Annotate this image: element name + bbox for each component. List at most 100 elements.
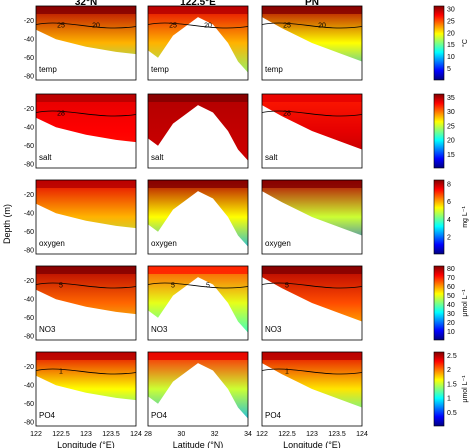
- y-tick-label: -40: [24, 382, 34, 389]
- surface-band: [148, 352, 248, 360]
- contour-label: 1: [285, 369, 289, 376]
- contour-label: 28: [57, 111, 65, 118]
- contour-line: [147, 282, 249, 289]
- x-tick-label: 124: [356, 431, 368, 438]
- surface-band: [262, 6, 362, 14]
- column-title: PN: [305, 0, 319, 8]
- y-tick-label: -60: [24, 315, 34, 322]
- variable-label: temp: [39, 65, 57, 74]
- surface-band: [148, 94, 248, 102]
- bathymetry-mask: [148, 277, 248, 340]
- y-tick-label: -80: [24, 419, 34, 426]
- colorbar-tick-label: 4: [447, 217, 451, 224]
- colorbar-tick-label: 10: [447, 329, 455, 336]
- y-tick-label: -60: [24, 55, 34, 62]
- surface-band: [262, 94, 362, 102]
- y-tick-label: -40: [24, 210, 34, 217]
- colorbar-tick-label: 25: [447, 18, 455, 25]
- x-axis-label: Latitude (°N): [173, 440, 224, 448]
- bathymetry-mask: [36, 375, 136, 426]
- panel-frame: [147, 179, 249, 255]
- variable-label: oxygen: [39, 239, 65, 248]
- bathymetry-mask: [262, 17, 362, 81]
- panel-frame: [261, 93, 363, 169]
- panel: 5 NO3: [35, 265, 137, 341]
- y-tick-label: -80: [24, 73, 34, 80]
- panel: 5 NO3: [261, 265, 363, 341]
- panel: oxygen: [261, 179, 363, 255]
- x-tick-label: 30: [177, 431, 185, 438]
- variable-label: oxygen: [151, 239, 177, 248]
- panel: 1 PO4: [261, 351, 363, 427]
- colorbar: [433, 351, 445, 427]
- contour-line: [35, 282, 137, 289]
- panel-frame: [261, 351, 363, 427]
- surface-band: [262, 266, 362, 274]
- colorbar-tick-label: 70: [447, 275, 455, 282]
- bathymetry-mask: [262, 363, 362, 426]
- column-title: 122.5°E: [180, 0, 216, 8]
- x-axis-label: Longitude (°E): [283, 440, 341, 448]
- panel: 28 salt: [261, 93, 363, 169]
- bathymetry-mask: [148, 17, 248, 81]
- contour-label: 25: [283, 23, 291, 30]
- variable-label: salt: [265, 153, 278, 162]
- contour-label: 20: [92, 23, 100, 30]
- panel-frame: [261, 5, 363, 81]
- colorbar-tick-label: 50: [447, 293, 455, 300]
- surface-band: [36, 266, 136, 274]
- contour-line: [35, 110, 137, 117]
- panel: 25 20 temp: [35, 5, 137, 81]
- colorbar: [433, 5, 445, 81]
- contour-line: [261, 22, 363, 29]
- panel: 25 20 temp: [147, 5, 249, 81]
- panel-frame: [35, 351, 137, 427]
- contour-line: [35, 22, 137, 29]
- panel: 25 20 temp: [261, 5, 363, 81]
- colorbar: [433, 265, 445, 341]
- bathymetry-mask: [262, 105, 362, 168]
- bathymetry-mask: [36, 289, 136, 340]
- variable-label: PO4: [151, 411, 168, 420]
- colorbar-tick-label: 20: [447, 30, 455, 37]
- variable-label: NO3: [265, 325, 282, 334]
- colorbar-tick-label: 15: [447, 42, 455, 49]
- panel: 5 5 NO3: [147, 265, 249, 341]
- surface-band: [36, 94, 136, 102]
- x-axis-label: Longitude (°E): [57, 440, 115, 448]
- x-tick-label: 32: [211, 431, 219, 438]
- colorbar-unit: μmol L⁻¹: [462, 375, 469, 403]
- contour-label: 25: [57, 23, 65, 30]
- panel-frame: [147, 5, 249, 81]
- colorbar-tick-label: 0.5: [447, 410, 457, 417]
- colorbar-tick-label: 30: [447, 311, 455, 318]
- colorbar: [433, 93, 445, 169]
- bathymetry-mask: [262, 191, 362, 254]
- contour-label: 25: [169, 23, 177, 30]
- contour-line: [35, 368, 137, 375]
- colorbar-unit: μmol L⁻¹: [462, 289, 469, 317]
- bathymetry-mask: [148, 105, 248, 168]
- colorbar-tick-label: 5: [447, 66, 451, 73]
- x-tick-label: 122: [30, 431, 42, 438]
- variable-label: temp: [151, 65, 169, 74]
- y-tick-label: -20: [24, 106, 34, 113]
- panel-frame: [147, 265, 249, 341]
- colorbar-unit: mg L⁻¹: [462, 206, 469, 228]
- variable-label: NO3: [151, 325, 168, 334]
- bathymetry-mask: [36, 117, 136, 168]
- colorbar-tick-label: 6: [447, 199, 451, 206]
- contour-line: [261, 282, 363, 289]
- contour-label: 20: [318, 23, 326, 30]
- y-tick-label: -80: [24, 333, 34, 340]
- colorbar-tick-label: 1.5: [447, 381, 457, 388]
- variable-label: temp: [265, 65, 283, 74]
- contour-label: 1: [59, 369, 63, 376]
- panel: oxygen: [35, 179, 137, 255]
- panel: 1 PO4: [35, 351, 137, 427]
- panel-frame: [35, 5, 137, 81]
- panel-frame: [147, 93, 249, 169]
- x-tick-label: 124: [130, 431, 142, 438]
- bathymetry-mask: [36, 203, 136, 254]
- x-tick-label: 123.5: [102, 431, 120, 438]
